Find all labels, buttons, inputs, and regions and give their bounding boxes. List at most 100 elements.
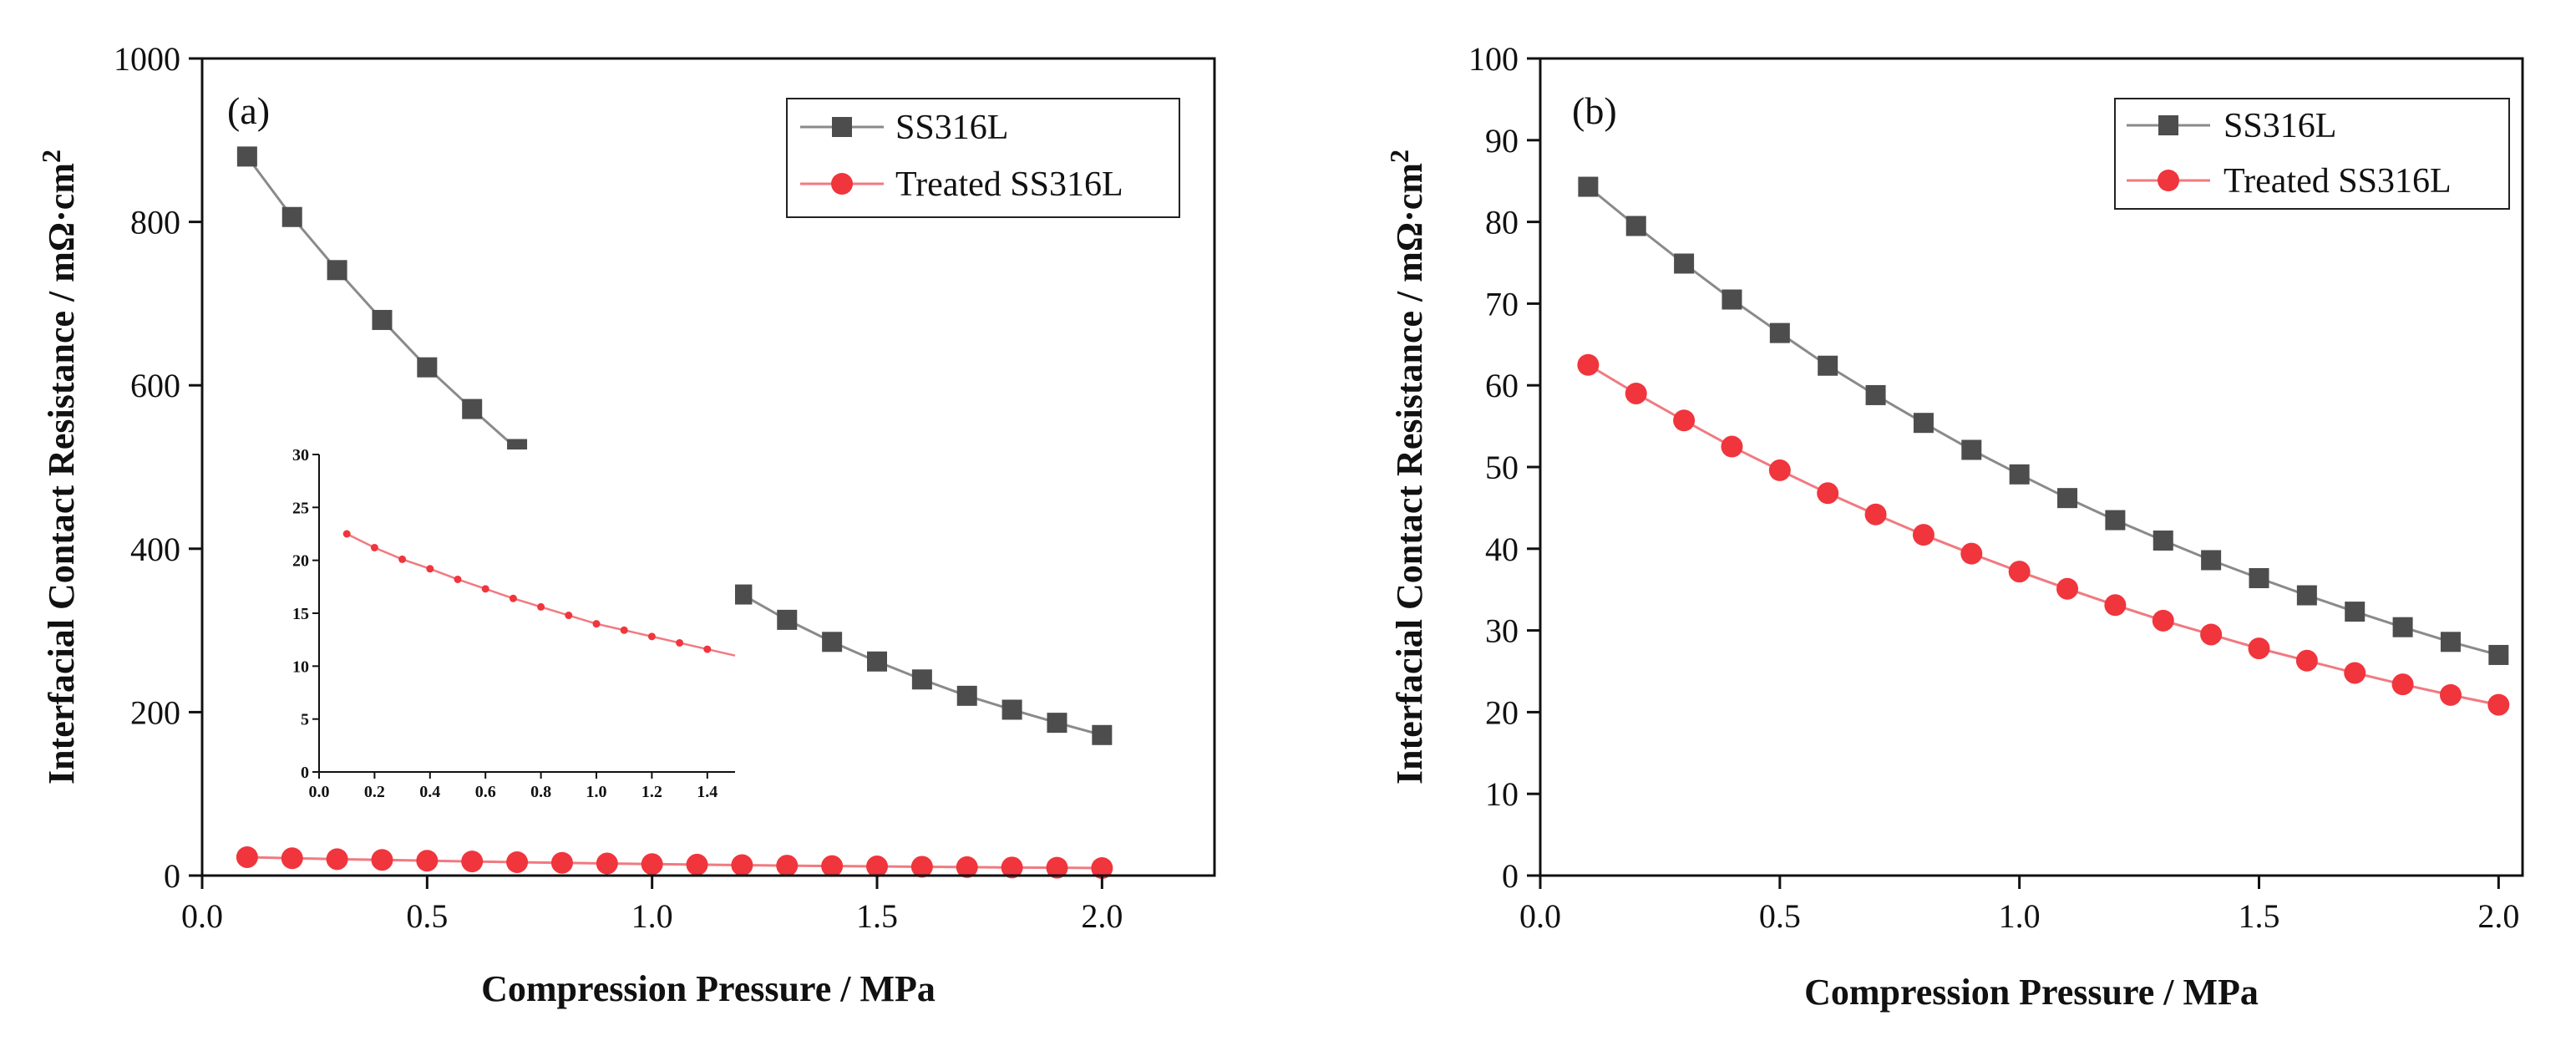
panel-a-point-treated <box>821 855 844 877</box>
panel-a-x-tick-label: 2.0 <box>1081 897 1123 935</box>
panel-b-point-treated <box>2056 577 2079 600</box>
panel-a-y-tick-label: 400 <box>130 531 180 568</box>
inset-x-tick-label: 1.0 <box>586 783 607 801</box>
panel-b-y-tick-label: 40 <box>1485 531 1519 568</box>
panel-a-point-treated <box>461 851 484 873</box>
inset-x-tick-label: 1.4 <box>697 783 718 801</box>
panel-b-x-tick-label: 1.5 <box>2238 897 2279 935</box>
panel-a-point-ss316l <box>822 632 843 652</box>
panel-a-inset-ticks: 0.0 0.2 0.4 0.6 0.8 1.0 1.2 1.4 0 5 10 15 20 25 30 <box>292 446 718 801</box>
panel-a-point-treated <box>731 854 753 876</box>
inset-x-tick-label: 0.0 <box>309 783 330 801</box>
panel-a-point-treated <box>1001 856 1023 879</box>
panel-b-y-axis-title: Interfacial Contact Resistance / mΩ·cm2 <box>1384 150 1430 784</box>
panel-a-x-tick-label: 0.5 <box>406 897 448 935</box>
panel-a-point-treated <box>866 856 888 878</box>
panel-a-point-treated <box>281 847 303 870</box>
panel-a-y-axis-title-main: Interfacial Contact Resistance / mΩ·cm <box>41 163 82 784</box>
panel-b-point-ss316l <box>2201 550 2222 571</box>
panel-b-x-tick-label: 1.0 <box>1999 897 2041 935</box>
panel-a-inset-background <box>312 449 735 772</box>
panel-b-point-treated <box>2487 693 2510 716</box>
panel-b-point-ss316l <box>1865 384 1886 405</box>
inset-point-treated <box>509 594 517 602</box>
panel-a-legend-label-ss316l: SS316L <box>895 109 1008 147</box>
panel-b-point-treated <box>1625 382 1647 404</box>
panel-b-point-treated <box>2295 649 2318 672</box>
panel-a-point-ss316l <box>281 206 302 227</box>
panel-b-label: (b) <box>1572 89 1617 132</box>
panel-b-point-ss316l <box>1913 413 1934 434</box>
inset-point-treated <box>703 645 712 653</box>
panel-a-point-treated <box>236 845 258 868</box>
panel-b-legend-label-treated: Treated SS316L <box>2224 162 2452 201</box>
panel-b-point-ss316l <box>2249 568 2269 589</box>
panel-b-point-treated <box>1912 524 1935 546</box>
panel-b-series-line-ss316l <box>1587 185 2499 657</box>
panel-b-x-axis-title: Compression Pressure / MPa <box>1804 972 2259 1013</box>
panel-a-y-tick-label: 600 <box>130 367 180 404</box>
panel-a-point-ss316l <box>327 260 347 281</box>
panel-a-plot-frame <box>200 57 1216 877</box>
inset-y-tick-label: 0 <box>301 764 309 782</box>
panel-a-y-axis-title-sup: 2 <box>36 150 66 163</box>
panel-b-series-line-treated <box>1587 363 2499 707</box>
inset-y-tick-label: 15 <box>292 605 309 623</box>
panel-b-legend-box <box>2114 98 2510 210</box>
panel-b-x-tick-label: 0.0 <box>1519 897 1561 935</box>
panel-b-data-marks <box>1577 176 2510 716</box>
panel-b-point-treated <box>2200 623 2223 646</box>
inset-y-tick-label: 25 <box>292 499 309 517</box>
panel-b-point-treated <box>1768 459 1791 481</box>
panel-b-y-tick-label: 80 <box>1485 204 1519 241</box>
panel-a-y-tick-label: 800 <box>130 204 180 241</box>
panel-a-point-ss316l <box>732 584 753 605</box>
panel-a-y-tick-label: 0 <box>164 857 180 895</box>
panel-a-inset-data-marks <box>342 530 736 657</box>
panel-a-point-treated <box>596 852 618 875</box>
inset-y-tick-label: 20 <box>292 552 309 571</box>
panel-a-point-ss316l <box>372 309 393 330</box>
panel-b-point-ss316l <box>1961 439 1982 460</box>
panel-b-y-tick-label: 20 <box>1485 693 1519 731</box>
inset-point-treated <box>565 612 573 620</box>
panel-b-point-ss316l <box>2296 585 2317 606</box>
panel-b-point-treated <box>2152 609 2174 632</box>
panel-a-point-treated <box>371 849 393 871</box>
panel-a-point-treated <box>416 850 439 872</box>
panel-b-point-ss316l <box>2392 617 2413 637</box>
panel-b-chart: 0.0 0.5 1.0 1.5 2.0 0 10 20 30 40 50 60 70 80 90 100 (b… <box>1384 40 2524 1013</box>
panel-b-point-treated <box>1721 435 1743 458</box>
panel-a-x-tick-label: 1.0 <box>631 897 673 935</box>
panel-b-y-tick-label: 0 <box>1502 857 1519 895</box>
panel-b-y-tick-label: 70 <box>1485 285 1519 322</box>
panel-a-legend: SS316L Treated SS316L <box>786 98 1180 218</box>
panel-b-plot-frame <box>1539 57 2524 877</box>
panel-a-point-ss316l <box>867 651 887 672</box>
panel-b-point-ss316l <box>1769 322 1790 343</box>
panel-b-y-axis-title-main: Interfacial Contact Resistance / mΩ·cm <box>1389 163 1430 784</box>
inset-point-treated <box>481 585 489 593</box>
panel-b-point-treated <box>1960 542 1983 565</box>
inset-point-treated <box>454 575 462 583</box>
panel-a-legend-marker-treated <box>831 173 853 195</box>
panel-b-y-tick-label: 10 <box>1485 775 1519 813</box>
panel-b-y-tick-label: 90 <box>1485 122 1519 160</box>
panel-b-y-tick-label: 100 <box>1468 40 1519 78</box>
panel-a-legend-marker-ss316l <box>832 117 852 137</box>
panel-b-point-treated <box>2391 673 2414 696</box>
panel-a-y-tick-label: 1000 <box>114 40 180 78</box>
panel-b-legend-label-ss316l: SS316L <box>2224 107 2336 145</box>
inset-y-tick-label: 10 <box>292 658 309 676</box>
panel-b-point-treated <box>1817 482 1839 505</box>
inset-point-treated <box>592 620 601 628</box>
panel-b-y-tick-label: 50 <box>1485 449 1519 486</box>
panel-a-point-treated <box>776 855 799 877</box>
inset-point-treated <box>398 555 407 563</box>
panel-a-point-ss316l <box>911 669 932 690</box>
panel-b-point-ss316l <box>2057 488 2078 509</box>
panel-a-label: (a) <box>227 89 270 132</box>
panel-a-point-treated <box>506 851 529 873</box>
inset-x-tick-label: 0.4 <box>419 783 440 801</box>
panel-b-point-treated <box>1673 409 1696 432</box>
